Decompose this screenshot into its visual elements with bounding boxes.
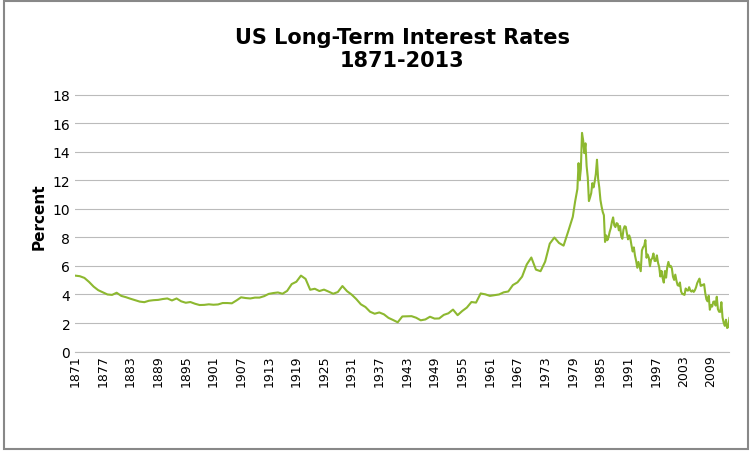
Title: US Long-Term Interest Rates
1871-2013: US Long-Term Interest Rates 1871-2013 xyxy=(235,28,570,71)
Y-axis label: Percent: Percent xyxy=(32,183,47,250)
